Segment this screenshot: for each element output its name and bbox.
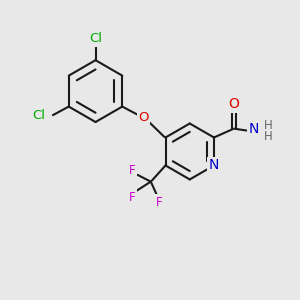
Text: Cl: Cl [89,32,102,45]
Text: O: O [229,97,239,111]
Text: Cl: Cl [33,109,46,122]
Text: N: N [248,122,259,136]
Text: F: F [155,196,162,209]
Text: H: H [263,119,272,132]
Text: N: N [209,158,219,172]
Text: F: F [129,191,135,204]
Text: F: F [129,164,136,177]
Text: H: H [263,130,272,143]
Text: O: O [138,111,149,124]
